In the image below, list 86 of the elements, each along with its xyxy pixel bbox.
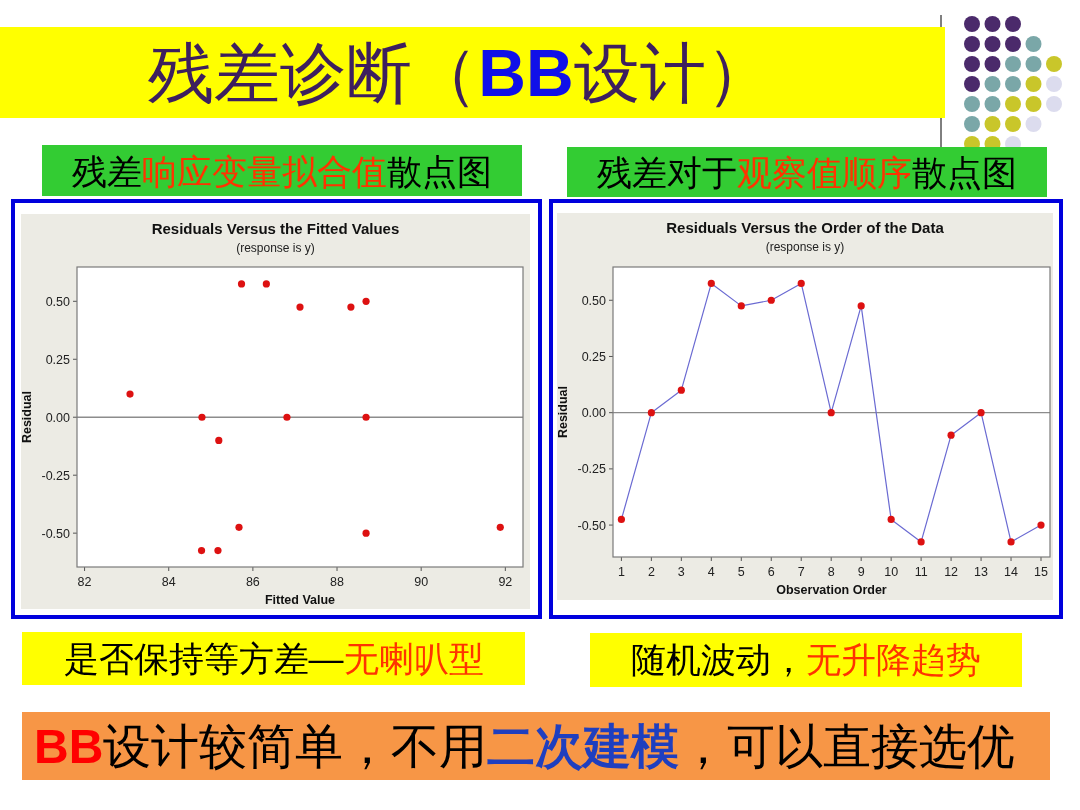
point [197, 546, 206, 555]
text: 散点图 [387, 151, 492, 191]
point [707, 279, 715, 288]
point [827, 409, 835, 417]
text: 随机波动， [631, 640, 806, 679]
point [797, 279, 805, 288]
text: 无喇叭型 [343, 638, 484, 678]
text: 响应变量拟合值 [142, 151, 387, 191]
x-axis-title: Observation Order [776, 583, 887, 597]
point [362, 413, 370, 421]
x-tick-label: 13 [974, 565, 989, 579]
point [198, 413, 206, 421]
point [126, 390, 134, 398]
text: BB [34, 720, 104, 773]
y-tick-label: 0.00 [45, 410, 71, 425]
point [737, 302, 745, 310]
y-tick-label: 0.00 [581, 406, 607, 421]
text: 设计较简单，不用 [103, 720, 488, 773]
point [283, 413, 291, 421]
point [1037, 521, 1045, 529]
point [262, 280, 270, 288]
x-tick-label: 84 [161, 575, 176, 589]
chart-subtitle: (response is y) [765, 240, 845, 254]
point [857, 302, 865, 310]
y-axis-title: Residual [20, 390, 34, 444]
x-tick-label: 2 [647, 565, 655, 579]
point [235, 523, 243, 531]
point [617, 515, 625, 524]
y-tick-label: -0.25 [41, 468, 71, 483]
y-tick-label: -0.50 [577, 518, 607, 533]
x-tick-label: 88 [330, 575, 345, 589]
chart-subtitle: (response is y) [236, 241, 315, 255]
text: 二次建模 [487, 720, 680, 773]
text: 残差诊断（ [148, 36, 479, 110]
point [362, 297, 370, 305]
text: 残差 [72, 151, 142, 191]
x-tick-label: 86 [245, 575, 260, 589]
chart-title: Residuals Versus the Order of the Data [666, 219, 945, 236]
point [362, 529, 370, 537]
x-tick-label: 1 [617, 565, 625, 579]
text: 观察值顺序 [737, 153, 912, 192]
x-tick-label: 9 [857, 565, 865, 579]
x-tick-label: 8 [827, 565, 835, 579]
y-tick-label: 0.50 [45, 294, 71, 309]
x-tick-label: 15 [1034, 565, 1049, 579]
x-tick-label: 92 [498, 575, 513, 589]
point [296, 303, 304, 311]
chart-title: Residuals Versus the Fitted Values [151, 220, 400, 237]
point [977, 409, 985, 417]
text: 残差对于 [597, 153, 737, 192]
point [677, 386, 685, 394]
point [917, 538, 925, 546]
x-tick-label: 82 [77, 575, 92, 589]
y-tick-label: 0.25 [45, 352, 71, 367]
text: ，可以直接选优 [679, 720, 1016, 773]
x-tick-label: 14 [1004, 565, 1019, 579]
y-tick-label: -0.25 [577, 462, 607, 477]
point [347, 303, 355, 311]
x-axis-title: Fitted Value [264, 593, 336, 607]
point [496, 523, 504, 531]
point [237, 280, 246, 288]
y-tick-label: 0.50 [581, 293, 607, 308]
text: 设计） [573, 36, 772, 110]
point [214, 546, 222, 555]
x-tick-label: 11 [914, 565, 928, 579]
x-tick-label: 7 [797, 565, 805, 579]
y-tick-label: 0.25 [581, 349, 607, 364]
x-tick-label: 12 [944, 565, 959, 579]
text: 散点图 [912, 153, 1017, 192]
point [947, 431, 955, 439]
x-tick-label: 6 [767, 565, 775, 579]
x-tick-label: 10 [884, 565, 899, 579]
point [1007, 538, 1015, 546]
x-tick-label: 5 [737, 565, 745, 579]
text: 无升降趋势 [806, 640, 981, 679]
point [887, 515, 895, 524]
point [647, 409, 655, 417]
text: BB [478, 36, 574, 110]
y-tick-label: -0.50 [41, 526, 71, 541]
x-tick-label: 4 [707, 565, 715, 579]
point [767, 296, 775, 304]
point [215, 436, 223, 445]
x-tick-label: 3 [677, 565, 685, 579]
text: 是否保持等方差— [63, 638, 344, 678]
y-axis-title: Residual [556, 385, 570, 439]
x-tick-label: 90 [414, 575, 429, 589]
